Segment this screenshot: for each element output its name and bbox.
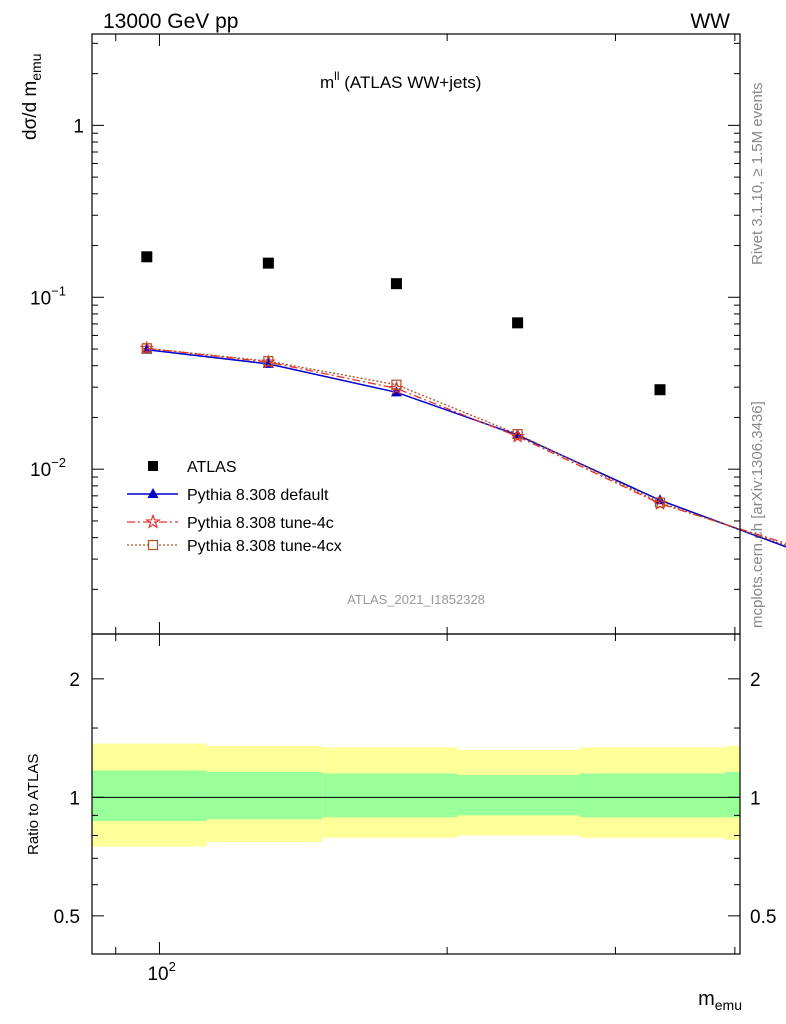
legend-entry-tune-4cx: Pythia 8.308 tune-4cx <box>127 538 342 555</box>
tune-4cx-point <box>263 356 274 367</box>
y-tick-label: 10−1 <box>30 283 66 309</box>
legend-marker-tune-4c <box>145 513 161 529</box>
atlas-point <box>654 384 666 396</box>
ratio-y-tick-label-right: 1 <box>750 788 761 809</box>
atlas-point <box>390 278 402 290</box>
x-axis-label: memu <box>698 988 742 1013</box>
atlas-point <box>262 257 274 269</box>
legend-marker-default <box>147 488 159 498</box>
energy-label: 13000 GeV pp <box>103 10 238 33</box>
ratio-band-inner <box>457 774 580 816</box>
ratio-band-inner <box>322 773 458 818</box>
process-label: WW <box>690 10 730 33</box>
ratio-y-label: Ratio to ATLAS <box>25 754 42 855</box>
tune-4cx-point <box>512 429 523 440</box>
y-tick-label: 10−2 <box>30 455 66 481</box>
legend-label-atlas: ATLAS <box>187 459 237 476</box>
legend-marker-tune-4cx <box>147 539 159 551</box>
ratio-band-inner <box>206 771 323 820</box>
ratio-panel: 102 2 2 1 1 0.5 0.5 Ratio to ATLAS memu <box>25 633 776 1013</box>
legend-marker-atlas <box>148 461 158 471</box>
atlas-point <box>141 251 153 263</box>
legend-entry-atlas: ATLAS <box>148 459 237 476</box>
atlas-point <box>512 317 524 329</box>
tune-4cx-point <box>654 497 666 508</box>
series-line-1 <box>146 349 786 548</box>
x-tick-label: 102 <box>147 959 175 985</box>
ratio-band-inner <box>92 770 207 822</box>
ratio-y-tick-label-left: 1 <box>69 788 80 809</box>
legend-label-default: Pythia 8.308 default <box>187 487 329 504</box>
ratio-y-tick-label-right: 2 <box>750 670 761 691</box>
ratio-y-tick-label-left: 2 <box>69 670 80 691</box>
ratio-y-tick-label-left: 0.5 <box>54 907 80 928</box>
main-panel: mll (ATLAS WW+jets) dσ/d memu ATLAS_2021… <box>20 33 786 954</box>
tune-4cx-point <box>141 343 152 354</box>
ratio-frame <box>91 633 741 955</box>
legend-entry-default: Pythia 8.308 default <box>127 487 329 504</box>
main-y-label: dσ/d memu <box>20 54 44 140</box>
ratio-band-inner <box>579 773 725 818</box>
y-tick-label: 1 <box>73 116 84 137</box>
ratio-band-inner <box>724 771 740 818</box>
main-title: mll (ATLAS WW+jets) <box>320 69 481 92</box>
mcplots-label: mcplots.cern.ch [arXiv:1306.3436] <box>749 401 766 628</box>
ratio-y-tick-label-right: 0.5 <box>750 907 776 928</box>
tune-4cx-point <box>391 379 402 390</box>
legend-entry-tune-4c: Pythia 8.308 tune-4c <box>127 513 334 532</box>
watermark-label: ATLAS_2021_I1852328 <box>347 592 485 607</box>
legend: ATLAS Pythia 8.308 default Pythia 8.308 … <box>127 459 342 555</box>
legend-label-tune-4c: Pythia 8.308 tune-4c <box>187 515 334 532</box>
series-line-3 <box>146 347 786 546</box>
legend-label-tune-4cx: Pythia 8.308 tune-4cx <box>187 538 342 555</box>
rivet-label: Rivet 3.1.10, ≥ 1.5M events <box>749 83 766 266</box>
series-line-2 <box>146 347 786 545</box>
